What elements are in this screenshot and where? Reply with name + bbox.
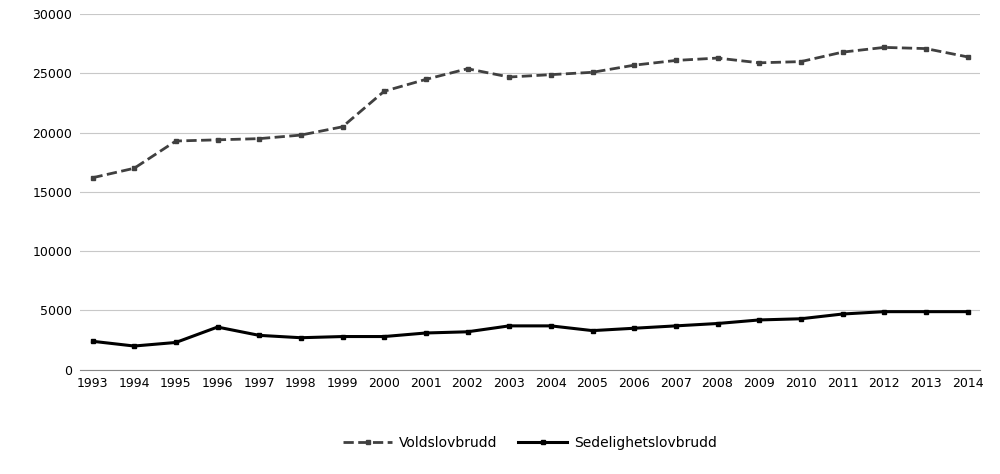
Sedelighetslovbrudd <box>586 328 598 334</box>
Sedelighetslovbrudd <box>795 316 807 322</box>
Voldslovbrudd <box>795 59 807 64</box>
Voldslovbrudd <box>670 58 682 64</box>
Voldslovbrudd <box>212 137 224 143</box>
Voldslovbrudd <box>753 60 765 66</box>
Sedelighetslovbrudd <box>962 309 974 315</box>
Sedelighetslovbrudd <box>336 334 349 339</box>
Sedelighetslovbrudd <box>128 343 140 349</box>
Voldslovbrudd <box>86 175 98 181</box>
Sedelighetslovbrudd <box>836 311 848 317</box>
Voldslovbrudd <box>462 66 474 72</box>
Sedelighetslovbrudd <box>212 324 224 330</box>
Sedelighetslovbrudd <box>170 339 182 345</box>
Sedelighetslovbrudd <box>878 309 890 315</box>
Voldslovbrudd <box>836 49 848 55</box>
Sedelighetslovbrudd <box>86 338 98 344</box>
Sedelighetslovbrudd <box>295 335 307 341</box>
Voldslovbrudd <box>128 165 140 171</box>
Sedelighetslovbrudd <box>920 309 932 315</box>
Sedelighetslovbrudd <box>503 323 515 329</box>
Sedelighetslovbrudd <box>420 330 432 336</box>
Line: Voldslovbrudd: Voldslovbrudd <box>90 45 970 180</box>
Sedelighetslovbrudd <box>712 320 724 326</box>
Sedelighetslovbrudd <box>378 334 390 339</box>
Sedelighetslovbrudd <box>670 323 682 329</box>
Voldslovbrudd <box>295 132 307 138</box>
Voldslovbrudd <box>503 74 515 80</box>
Voldslovbrudd <box>628 63 640 68</box>
Sedelighetslovbrudd <box>628 326 640 331</box>
Voldslovbrudd <box>336 124 349 130</box>
Voldslovbrudd <box>962 54 974 60</box>
Voldslovbrudd <box>878 45 890 50</box>
Voldslovbrudd <box>920 46 932 52</box>
Voldslovbrudd <box>586 70 598 75</box>
Sedelighetslovbrudd <box>462 329 474 335</box>
Voldslovbrudd <box>378 89 390 94</box>
Sedelighetslovbrudd <box>253 333 265 338</box>
Voldslovbrudd <box>253 136 265 141</box>
Voldslovbrudd <box>545 72 557 77</box>
Voldslovbrudd <box>420 76 432 82</box>
Line: Sedelighetslovbrudd: Sedelighetslovbrudd <box>90 309 970 348</box>
Sedelighetslovbrudd <box>545 323 557 329</box>
Voldslovbrudd <box>170 138 182 144</box>
Legend: Voldslovbrudd, Sedelighetslovbrudd: Voldslovbrudd, Sedelighetslovbrudd <box>338 430 722 455</box>
Voldslovbrudd <box>712 55 724 61</box>
Sedelighetslovbrudd <box>753 317 765 323</box>
